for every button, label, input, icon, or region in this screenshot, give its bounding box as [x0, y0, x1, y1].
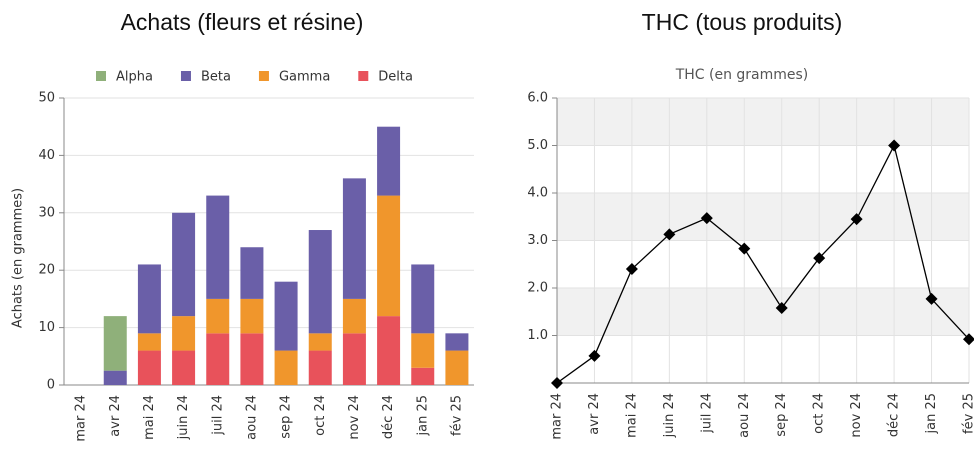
bar-segment: [411, 367, 435, 385]
bar-segment: [172, 212, 196, 317]
chart-title: THC (tous produits): [642, 9, 843, 35]
x-tick-label: fév 25: [962, 393, 974, 434]
bar-segment: [137, 350, 161, 385]
point: [551, 377, 563, 389]
line: [556, 143, 970, 384]
x-tick-label: sep 24: [774, 393, 789, 437]
grid-band: [557, 193, 969, 241]
bar-segment: [274, 350, 298, 385]
bar-segment: [103, 370, 127, 385]
x-tick-label: nov 24: [347, 395, 362, 440]
bar-segment: [411, 333, 435, 368]
bar-segment: [240, 247, 264, 299]
bar-segment: [342, 298, 366, 334]
bar-segment: [377, 316, 401, 385]
x-tick-label: sep 24: [279, 395, 294, 439]
x-tick-label: jan 25: [415, 395, 430, 437]
point: [850, 213, 863, 226]
bar-segment: [274, 281, 298, 351]
x-tick-label: nov 24: [849, 393, 864, 438]
x-tick-label: mai 24: [624, 393, 639, 438]
y-tick-label: 3.0: [527, 233, 548, 248]
x-tick-label: déc 24: [887, 393, 902, 437]
bar-segment: [206, 333, 230, 385]
x-tick-label: mai 24: [142, 395, 157, 440]
x-tick-label: fév 25: [449, 395, 464, 436]
chart-title: Achats (fleurs et résine): [121, 9, 364, 35]
y-tick-label: 20: [38, 263, 55, 278]
point: [888, 139, 901, 152]
bar-segment: [308, 230, 332, 334]
y-tick-label: 0: [47, 378, 55, 393]
point: [925, 292, 938, 305]
legend-swatch: [180, 71, 191, 81]
x-tick-label: juil 24: [699, 393, 714, 434]
point: [663, 228, 676, 241]
legend-swatch: [358, 71, 369, 81]
legend-label: Alpha: [116, 70, 153, 85]
bar-segment: [308, 350, 332, 385]
grid-band: [557, 98, 969, 146]
y-tick-label: 2.0: [527, 281, 548, 296]
y-tick-label: 50: [38, 91, 55, 106]
y-tick-label: 4.0: [527, 186, 548, 201]
bar-segment: [445, 350, 469, 385]
y-axis-label: Achats (en grammes): [11, 188, 26, 328]
y-tick-label: 40: [38, 148, 55, 163]
bar-segment: [411, 264, 435, 334]
bar-segment: [342, 333, 366, 385]
grid-band: [557, 288, 969, 336]
bar-segment: [172, 350, 196, 385]
point: [588, 349, 601, 362]
bar-segment: [240, 333, 264, 385]
y-tick-label: 5.0: [527, 138, 548, 153]
y-tick-label: 6.0: [527, 91, 548, 106]
legend-swatch: [96, 71, 106, 81]
x-tick-label: avr 24: [587, 393, 602, 435]
x-tick-label: aou 24: [737, 393, 752, 438]
point: [963, 333, 974, 346]
point: [775, 301, 788, 314]
bar-segment: [137, 264, 161, 334]
y-tick-label: 1.0: [527, 328, 548, 343]
bar-segment: [342, 178, 366, 299]
x-tick-label: mar 24: [74, 395, 89, 442]
point: [813, 252, 826, 265]
bar-segment: [308, 333, 332, 351]
bar-segment: [377, 126, 401, 196]
bar-segment: [240, 298, 264, 334]
x-tick-label: mar 24: [550, 393, 565, 440]
chart-subtitle: THC (en grammes): [675, 67, 809, 83]
point: [738, 242, 751, 255]
bar-segment: [206, 195, 230, 299]
x-tick-label: juil 24: [210, 395, 225, 436]
bar-segment: [206, 298, 230, 334]
y-tick-label: 30: [38, 205, 55, 220]
x-tick-label: déc 24: [381, 395, 396, 439]
legend-swatch: [258, 71, 269, 81]
x-tick-label: aou 24: [244, 395, 259, 440]
bar-segment: [137, 333, 161, 351]
x-tick-label: oct 24: [812, 393, 827, 434]
x-tick-label: juin 24: [662, 393, 677, 438]
point: [625, 263, 638, 275]
x-tick-label: oct 24: [313, 395, 328, 436]
legend-label: Delta: [378, 70, 413, 85]
point: [700, 212, 713, 225]
bar-segment: [445, 333, 469, 351]
x-tick-label: avr 24: [108, 395, 123, 437]
bar-segment: [377, 195, 401, 317]
x-tick-label: juin 24: [176, 395, 191, 440]
legend-label: Gamma: [279, 70, 330, 85]
bar-segment: [172, 316, 196, 351]
bar-segment: [103, 316, 127, 371]
x-tick-label: jan 25: [924, 393, 939, 435]
legend-label: Beta: [201, 70, 231, 85]
y-tick-label: 10: [38, 320, 55, 335]
